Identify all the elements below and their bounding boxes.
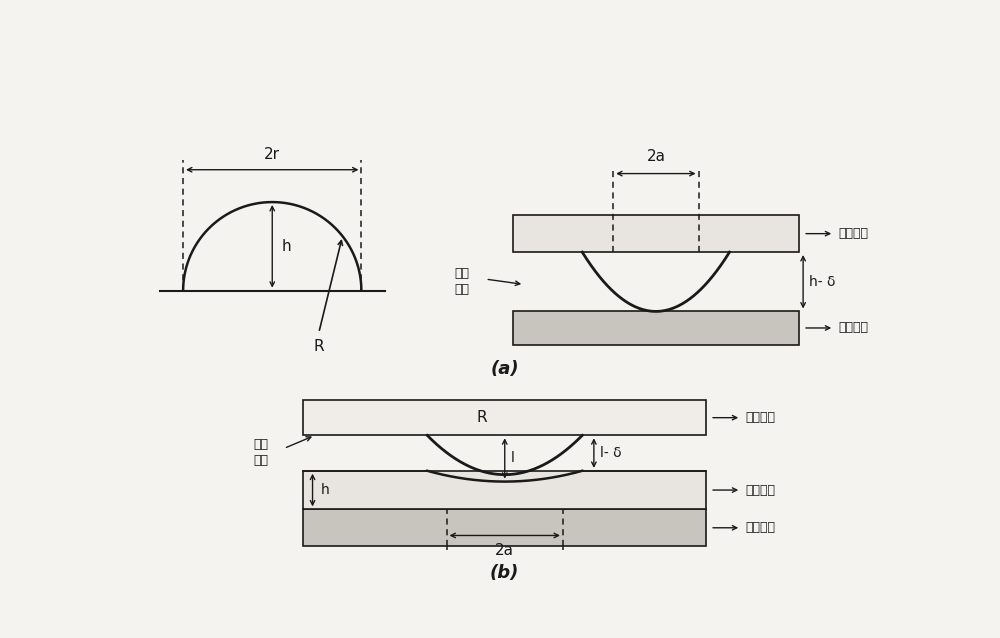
Bar — [303, 471, 706, 509]
Text: l: l — [511, 452, 515, 466]
Bar — [303, 509, 706, 546]
Text: 2r: 2r — [264, 147, 280, 162]
Text: l- δ: l- δ — [600, 446, 622, 460]
Text: 刚性托盘: 刚性托盘 — [745, 411, 775, 424]
Text: 刚性基底: 刚性基底 — [838, 227, 868, 240]
Text: 2a: 2a — [646, 149, 665, 165]
Text: h: h — [282, 239, 291, 254]
Bar — [512, 215, 799, 252]
Text: h: h — [320, 483, 329, 497]
Bar — [303, 400, 706, 435]
Text: 弹性藄膜: 弹性藄膜 — [745, 484, 775, 496]
Text: R: R — [476, 410, 487, 425]
Text: (a): (a) — [490, 360, 519, 378]
Text: R: R — [313, 339, 324, 354]
Text: 刚性
探头: 刚性 探头 — [253, 438, 268, 467]
Text: (b): (b) — [490, 564, 519, 582]
Text: 刚性基底: 刚性基底 — [745, 521, 775, 534]
Bar — [512, 311, 799, 345]
Text: h- δ: h- δ — [809, 275, 836, 289]
Text: 2a: 2a — [495, 543, 514, 558]
Text: 弹性
探头: 弹性 探头 — [455, 267, 470, 296]
Text: 刚性托盘: 刚性托盘 — [838, 322, 868, 334]
